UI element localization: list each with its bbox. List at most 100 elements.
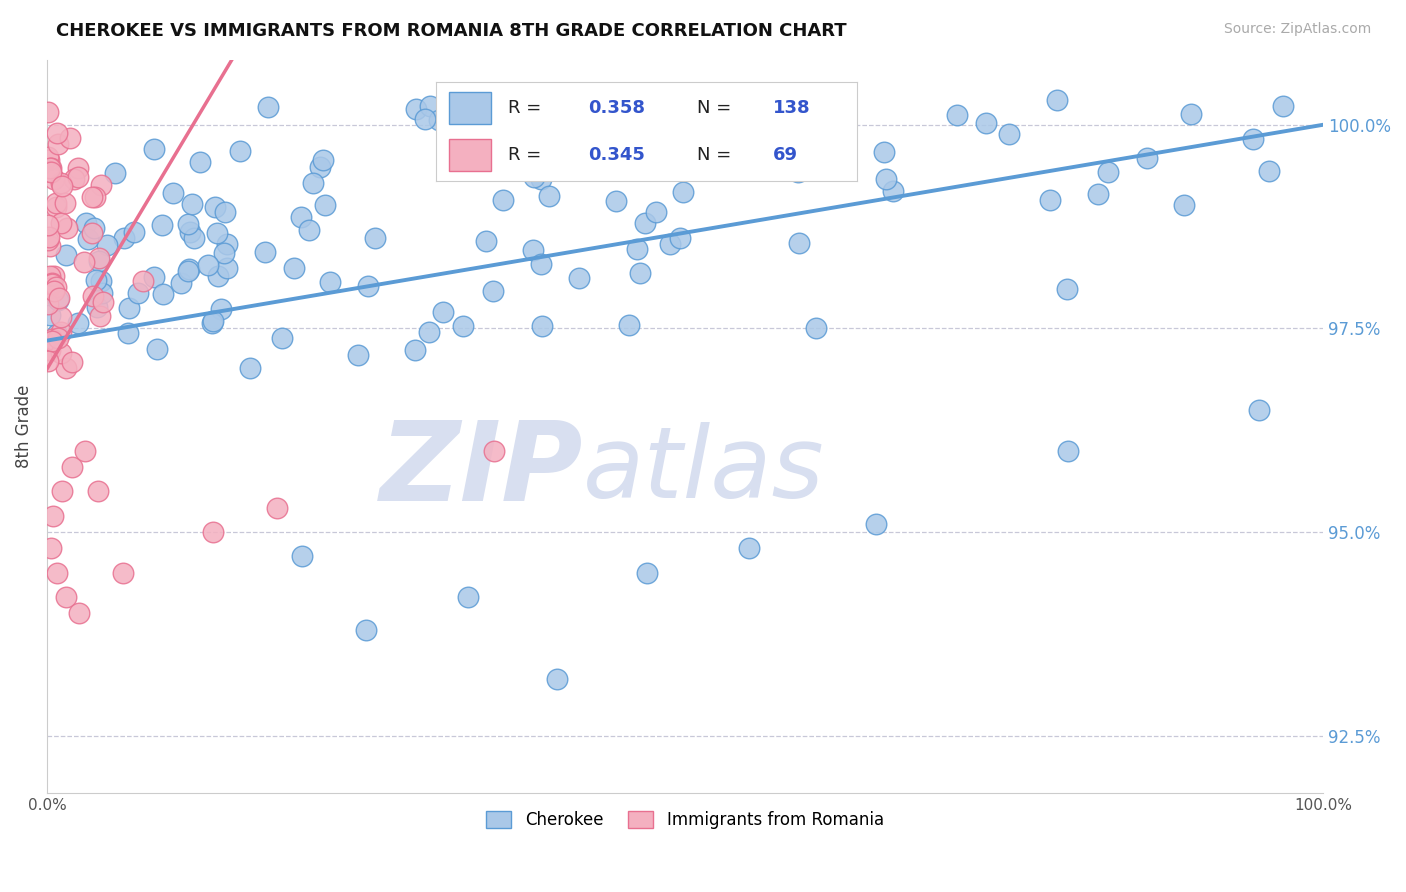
Point: [177, 264, 200, 278]
Point: [266, 500, 288, 515]
Point: [37, 164, 59, 178]
Point: [787, 164, 810, 178]
Point: [82, 190, 104, 204]
Point: [875, 172, 897, 186]
Point: [217, 236, 239, 251]
Point: [90, 178, 112, 192]
Point: [633, 216, 655, 230]
Point: [39, 268, 62, 283]
Point: [254, 245, 277, 260]
Point: [46, 327, 69, 342]
Point: [1056, 283, 1078, 297]
Point: [181, 197, 204, 211]
Point: [46, 566, 69, 580]
Point: [546, 672, 568, 686]
Text: ZIP: ZIP: [380, 417, 583, 524]
Point: [177, 217, 200, 231]
Point: [804, 321, 827, 335]
Point: [1046, 94, 1069, 108]
Point: [998, 127, 1021, 141]
Point: [347, 348, 370, 362]
Point: [482, 443, 505, 458]
Point: [636, 566, 658, 580]
Point: [523, 169, 546, 184]
Point: [38, 229, 60, 244]
Point: [53, 196, 76, 211]
Point: [46, 137, 69, 152]
Point: [1241, 131, 1264, 145]
Point: [76, 232, 98, 246]
Point: [298, 223, 321, 237]
Point: [56, 220, 79, 235]
Point: [75, 216, 97, 230]
Point: [672, 185, 695, 199]
Point: [41, 277, 63, 292]
Point: [90, 274, 112, 288]
Point: [170, 276, 193, 290]
Point: [117, 301, 139, 316]
Point: [55, 360, 77, 375]
Point: [882, 184, 904, 198]
Point: [38, 343, 60, 357]
Point: [62, 459, 84, 474]
Point: [49, 310, 72, 325]
Text: CHEROKEE VS IMMIGRANTS FROM ROMANIA 8TH GRADE CORRELATION CHART: CHEROKEE VS IMMIGRANTS FROM ROMANIA 8TH …: [56, 22, 846, 40]
Point: [567, 271, 589, 285]
Point: [84, 190, 107, 204]
Point: [405, 102, 427, 116]
Point: [38, 309, 60, 323]
Point: [63, 172, 86, 186]
Point: [72, 255, 94, 269]
Point: [946, 108, 969, 122]
Point: [41, 332, 63, 346]
Point: [418, 326, 440, 340]
Point: [104, 166, 127, 180]
Point: [731, 136, 754, 151]
Point: [679, 145, 702, 160]
Point: [152, 286, 174, 301]
Point: [127, 286, 149, 301]
Point: [143, 142, 166, 156]
Point: [89, 254, 111, 268]
Point: [87, 251, 110, 265]
Point: [82, 226, 104, 240]
Point: [41, 165, 63, 179]
Point: [1136, 151, 1159, 165]
Point: [239, 360, 262, 375]
Point: [91, 295, 114, 310]
Point: [312, 153, 335, 168]
Point: [39, 541, 62, 556]
Point: [39, 343, 62, 357]
Point: [271, 331, 294, 345]
Point: [45, 200, 67, 214]
Point: [634, 154, 657, 169]
Point: [201, 314, 224, 328]
Point: [89, 309, 111, 323]
Point: [66, 316, 89, 330]
Point: [308, 161, 330, 175]
Point: [122, 225, 145, 239]
Point: [427, 112, 450, 127]
Point: [619, 318, 641, 332]
Point: [537, 189, 560, 203]
Point: [143, 270, 166, 285]
Point: [873, 145, 896, 159]
Point: [314, 198, 336, 212]
Point: [45, 196, 67, 211]
Point: [204, 200, 226, 214]
Point: [212, 245, 235, 260]
Point: [42, 269, 65, 284]
Point: [183, 230, 205, 244]
Point: [66, 169, 89, 184]
Point: [363, 231, 385, 245]
Point: [475, 234, 498, 248]
Point: [42, 508, 65, 523]
Point: [188, 154, 211, 169]
Point: [474, 148, 496, 162]
Point: [354, 623, 377, 637]
Point: [87, 484, 110, 499]
Point: [1258, 164, 1281, 178]
Point: [482, 285, 505, 299]
Point: [290, 210, 312, 224]
Point: [283, 261, 305, 276]
